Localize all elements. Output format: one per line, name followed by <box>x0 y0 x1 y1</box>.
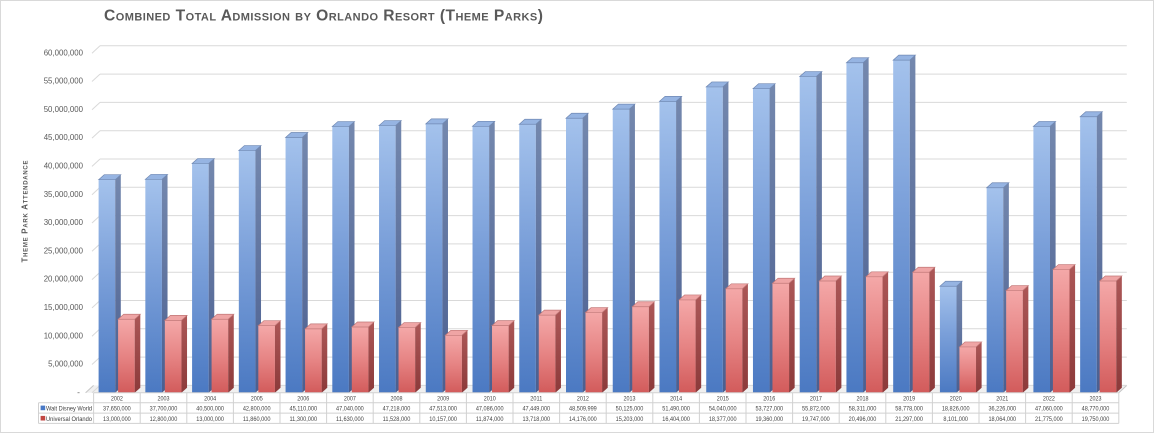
svg-text:2008: 2008 <box>391 395 403 402</box>
svg-text:10,157,000: 10,157,000 <box>429 416 457 423</box>
svg-text:50,000,000: 50,000,000 <box>44 104 84 114</box>
svg-text:2011: 2011 <box>530 395 542 402</box>
svg-text:2019: 2019 <box>903 395 915 402</box>
svg-text:2010: 2010 <box>484 395 496 402</box>
svg-text:19,750,000: 19,750,000 <box>1082 416 1110 423</box>
svg-text:11,860,000: 11,860,000 <box>243 416 271 423</box>
svg-text:18,064,000: 18,064,000 <box>988 416 1016 423</box>
svg-text:25,000,000: 25,000,000 <box>44 245 84 255</box>
svg-text:45,110,000: 45,110,000 <box>289 406 317 413</box>
svg-text:2006: 2006 <box>297 395 309 402</box>
svg-text:Walt Disney World: Walt Disney World <box>46 406 92 413</box>
svg-text:2022: 2022 <box>1043 395 1055 402</box>
svg-text:8,101,000: 8,101,000 <box>943 416 968 423</box>
svg-text:5,000,000: 5,000,000 <box>48 359 83 369</box>
svg-text:2004: 2004 <box>204 395 216 402</box>
svg-text:2009: 2009 <box>437 395 449 402</box>
svg-text:Universal Orlando: Universal Orlando <box>46 416 92 423</box>
svg-text:20,000,000: 20,000,000 <box>44 274 84 284</box>
svg-text:40,500,000: 40,500,000 <box>196 406 224 413</box>
svg-text:21,775,000: 21,775,000 <box>1035 416 1063 423</box>
svg-text:2018: 2018 <box>857 395 869 402</box>
svg-text:2002: 2002 <box>111 395 123 402</box>
svg-text:13,000,000: 13,000,000 <box>196 416 224 423</box>
svg-text:19,360,000: 19,360,000 <box>755 416 783 423</box>
svg-text:47,449,000: 47,449,000 <box>522 406 550 413</box>
svg-text:48,509,999: 48,509,999 <box>569 406 597 413</box>
svg-text:47,086,000: 47,086,000 <box>476 406 504 413</box>
svg-text:58,778,000: 58,778,000 <box>895 406 923 413</box>
svg-text:42,800,000: 42,800,000 <box>243 406 271 413</box>
svg-text:11,874,000: 11,874,000 <box>476 416 504 423</box>
svg-text:37,700,000: 37,700,000 <box>150 406 178 413</box>
svg-text:10,000,000: 10,000,000 <box>44 330 84 340</box>
svg-text:47,060,000: 47,060,000 <box>1035 406 1063 413</box>
svg-text:30,000,000: 30,000,000 <box>44 217 84 227</box>
svg-text:2020: 2020 <box>950 395 962 402</box>
svg-text:35,000,000: 35,000,000 <box>44 189 84 199</box>
svg-text:40,000,000: 40,000,000 <box>44 161 84 171</box>
svg-text:2021: 2021 <box>996 395 1008 402</box>
svg-text:11,630,000: 11,630,000 <box>336 416 364 423</box>
svg-text:45,000,000: 45,000,000 <box>44 132 84 142</box>
svg-text:13,000,000: 13,000,000 <box>103 416 131 423</box>
svg-text:50,125,000: 50,125,000 <box>616 406 644 413</box>
svg-text:2015: 2015 <box>717 395 729 402</box>
svg-text:2012: 2012 <box>577 395 589 402</box>
svg-text:2016: 2016 <box>763 395 775 402</box>
svg-text:20,496,000: 20,496,000 <box>849 416 877 423</box>
svg-text:12,800,000: 12,800,000 <box>150 416 178 423</box>
svg-text:16,404,000: 16,404,000 <box>662 416 690 423</box>
svg-text:15,203,000: 15,203,000 <box>616 416 644 423</box>
svg-text:55,872,000: 55,872,000 <box>802 406 830 413</box>
svg-text:58,311,000: 58,311,000 <box>849 406 877 413</box>
svg-text:55,000,000: 55,000,000 <box>44 76 84 86</box>
svg-text:11,300,000: 11,300,000 <box>289 416 317 423</box>
svg-text:Theme Park Attendance: Theme Park Attendance <box>21 161 30 263</box>
svg-text:36,226,000: 36,226,000 <box>988 406 1016 413</box>
svg-text:Combined Total Admission by Or: Combined Total Admission by Orlando Reso… <box>104 8 543 25</box>
svg-text:37,650,000: 37,650,000 <box>103 406 131 413</box>
svg-text:19,747,000: 19,747,000 <box>802 416 830 423</box>
svg-text:2014: 2014 <box>670 395 682 402</box>
svg-text:14,176,000: 14,176,000 <box>569 416 597 423</box>
svg-text:15,000,000: 15,000,000 <box>44 302 84 312</box>
svg-text:53,727,000: 53,727,000 <box>755 406 783 413</box>
svg-text:2005: 2005 <box>251 395 263 402</box>
svg-text:51,490,000: 51,490,000 <box>662 406 690 413</box>
svg-text:47,513,000: 47,513,000 <box>429 406 457 413</box>
svg-text:11,528,000: 11,528,000 <box>383 416 411 423</box>
svg-text:2013: 2013 <box>624 395 636 402</box>
svg-text:47,040,000: 47,040,000 <box>336 406 364 413</box>
svg-text:54,040,000: 54,040,000 <box>709 406 737 413</box>
svg-text:13,718,000: 13,718,000 <box>522 416 550 423</box>
svg-text:21,297,000: 21,297,000 <box>895 416 923 423</box>
svg-text:2017: 2017 <box>810 395 822 402</box>
svg-text:2007: 2007 <box>344 395 356 402</box>
svg-text:48,770,000: 48,770,000 <box>1082 406 1110 413</box>
svg-text:18,826,000: 18,826,000 <box>942 406 970 413</box>
svg-text:18,377,000: 18,377,000 <box>709 416 737 423</box>
svg-text:60,000,000: 60,000,000 <box>44 47 84 57</box>
svg-text:2003: 2003 <box>158 395 170 402</box>
svg-text:2023: 2023 <box>1090 395 1102 402</box>
svg-text:47,218,000: 47,218,000 <box>383 406 411 413</box>
svg-text:-: - <box>77 387 80 397</box>
